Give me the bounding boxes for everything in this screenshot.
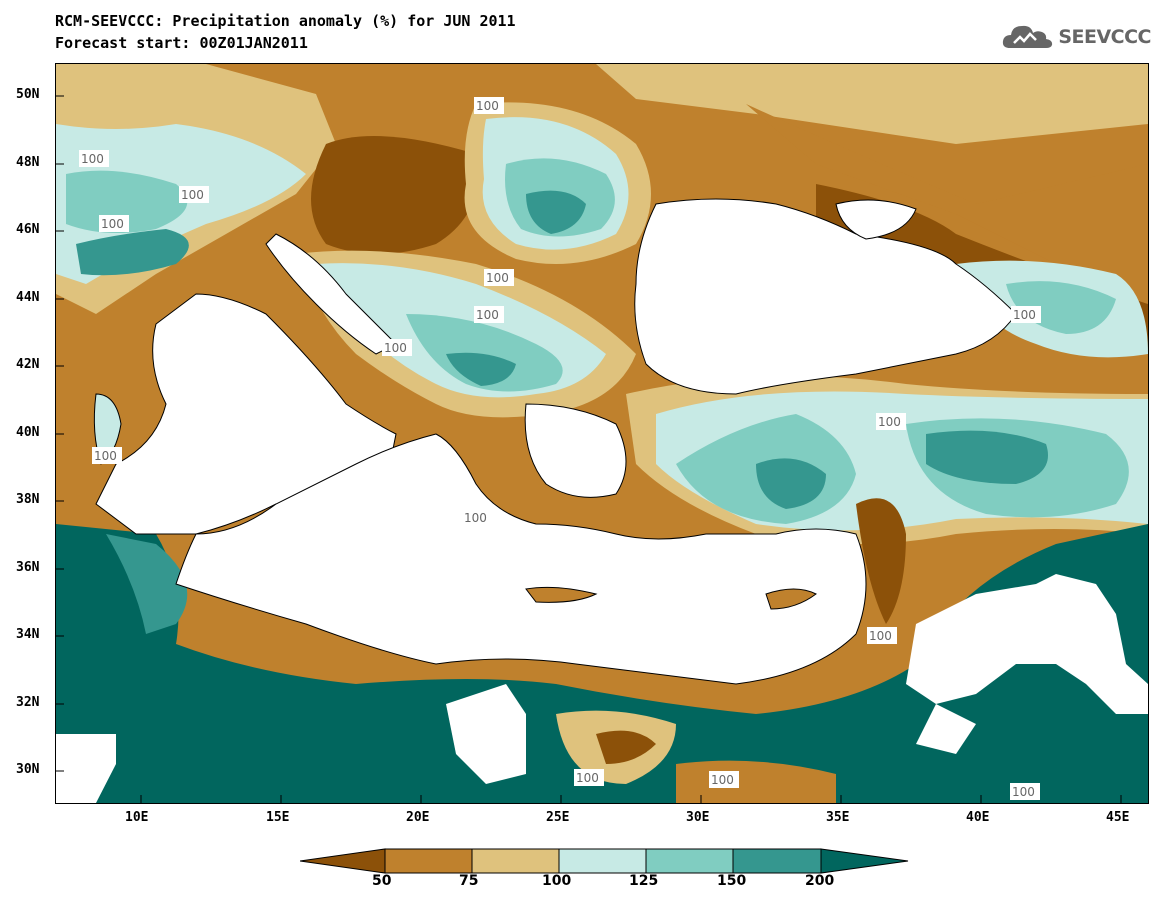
contour-label: 100 [711,773,734,787]
colorbar-segment [732,848,822,874]
contour-label-box [474,306,504,323]
anomaly-region [756,458,826,509]
lat-label: 44N [16,290,40,305]
colorbar-label: 75 [459,873,479,889]
colorbar-label: 50 [372,873,392,889]
contour-label-box [382,339,412,356]
crete-island [525,586,598,603]
lat-label: 50N [16,87,40,102]
anomaly-region [446,684,526,784]
anomaly-region [66,170,188,233]
contour-label: 100 [486,271,509,285]
colorbar-segment [645,848,734,874]
lat-label: 42N [16,357,40,372]
contour-label-box [1010,783,1040,800]
colorbar-segment [820,848,909,874]
cyprus-island [765,588,817,610]
contour-label: 100 [1013,308,1036,322]
lat-label: 46N [16,222,40,237]
contour-label-box [484,269,514,286]
lat-label: 48N [16,155,40,170]
contour-label-box [462,509,492,526]
anomaly-region [76,229,189,276]
anomaly-region [526,190,586,234]
anomaly-region [106,534,188,634]
colorbar-label: 150 [717,873,747,889]
colorbar-label: 200 [805,873,835,889]
colorbar-label: 125 [629,873,659,889]
anomaly-region [56,734,116,803]
contour-label-box [1011,306,1041,323]
lon-label: 45E [1106,810,1130,825]
cloud-icon [1003,25,1053,48]
anomaly-region [311,136,478,254]
lon-label: 40E [966,810,990,825]
lat-label: 40N [16,425,40,440]
colorbar-segment [471,848,560,874]
forecast-start: Forecast start: 00Z01JAN2011 [55,34,308,52]
contour-label: 100 [476,308,499,322]
contour-label-box [574,769,604,786]
contour-label-box [92,447,122,464]
contour-label: 100 [81,152,104,166]
contour-label: 100 [476,99,499,113]
anomaly-region [906,574,1148,714]
contour-label: 100 [464,511,487,525]
axis-ticks [56,95,1122,803]
contour-label: 100 [101,217,124,231]
mediterranean-sea [175,433,867,685]
lat-label: 30N [16,762,40,777]
lat-label: 38N [16,492,40,507]
contour-label-box [876,413,906,430]
lat-label: 32N [16,695,40,710]
anomaly-region [746,104,1148,294]
lat-label: 36N [16,560,40,575]
contour-label: 100 [94,449,117,463]
black-sea [634,198,1017,395]
colorbar-segment [558,848,647,874]
colorbar-segment [384,848,473,874]
lon-label: 25E [546,810,570,825]
lon-label: 20E [406,810,430,825]
colorbar-label: 100 [542,873,572,889]
contour-label-box [99,215,129,232]
contour-label: 100 [878,415,901,429]
lon-label: 30E [686,810,710,825]
anomaly-region [856,498,906,624]
lon-label: 10E [125,810,149,825]
contour-label-box [709,771,739,788]
anomaly-region [56,524,1148,803]
colorbar [299,848,910,878]
map-canvas: 100 100 100 100 100 100 100 100 100 100 … [56,64,1148,803]
lon-label: 35E [826,810,850,825]
logo-text: SEEVCCC [1058,26,1151,48]
map-title: RCM-SEEVCCC: Precipitation anomaly (%) f… [55,12,516,30]
anomaly-region [446,352,516,386]
seevccc-logo: SEEVCCC [1002,22,1151,52]
contour-label: 100 [181,188,204,202]
anomaly-region [926,430,1048,484]
contour-label: 100 [869,629,892,643]
sea-of-azov [835,199,917,240]
colorbar-segment [299,848,386,874]
contour-label-box [474,97,504,114]
contour-label: 100 [384,341,407,355]
colorbar-svg [299,848,909,874]
anomaly-region [916,704,976,754]
anomaly-region [596,730,656,764]
lat-label: 34N [16,627,40,642]
anomaly-region [406,314,563,392]
contour-label: 100 [1012,785,1035,799]
lon-label: 15E [266,810,290,825]
contour-label-box [79,150,109,167]
contour-label-box [179,186,209,203]
aegean-sea [524,403,627,498]
precipitation-anomaly-map[interactable]: 100 100 100 100 100 100 100 100 100 100 … [55,63,1149,804]
contour-label: 100 [576,771,599,785]
anomaly-region [596,64,1148,144]
contour-label-box [867,627,897,644]
